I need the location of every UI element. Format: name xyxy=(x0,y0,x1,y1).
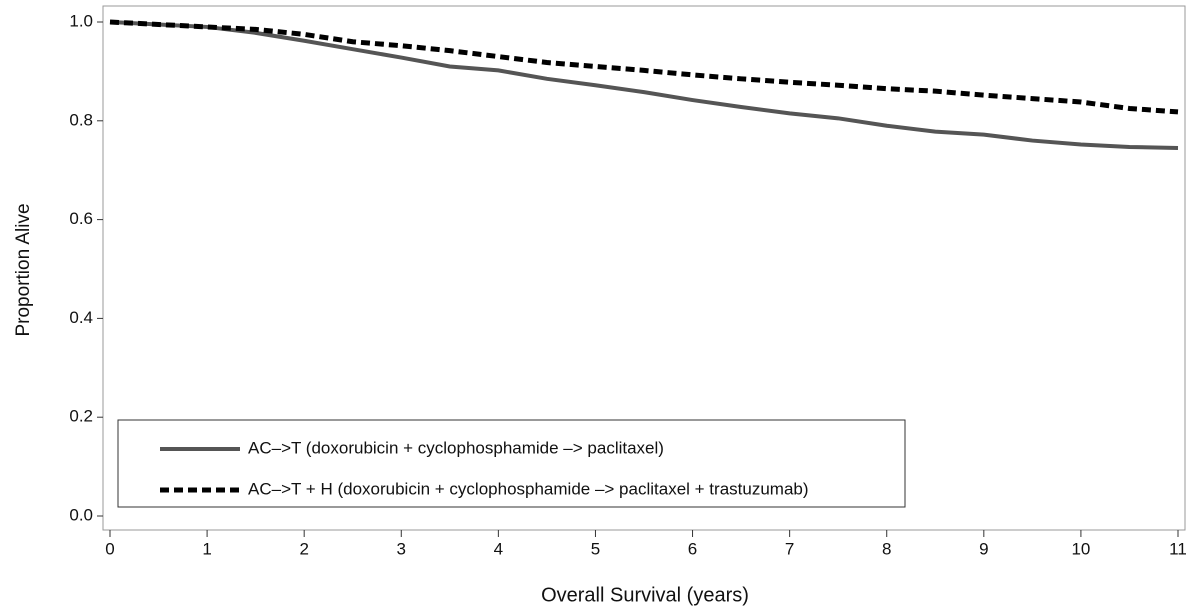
y-tick-label: 1.0 xyxy=(69,11,93,30)
x-tick-label: 6 xyxy=(688,539,697,558)
legend-label: AC–>T + H (doxorubicin + cyclophosphamid… xyxy=(248,479,809,498)
x-tick-label: 5 xyxy=(591,539,600,558)
y-tick-label: 0.8 xyxy=(69,110,93,129)
x-tick-label: 4 xyxy=(494,539,503,558)
x-tick-label: 9 xyxy=(979,539,988,558)
x-tick-label: 10 xyxy=(1071,539,1090,558)
legend-label: AC–>T (doxorubicin + cyclophosphamide –>… xyxy=(248,438,664,457)
x-axis-title: Overall Survival (years) xyxy=(541,584,749,606)
y-tick-label: 0.6 xyxy=(69,209,93,228)
x-tick-label: 7 xyxy=(785,539,794,558)
survival-curve xyxy=(109,20,1179,150)
y-tick-label: 0.4 xyxy=(69,308,93,327)
legend-box xyxy=(117,419,906,508)
survival-curve xyxy=(109,19,1179,115)
y-tick-label: 0.2 xyxy=(69,407,93,426)
x-tick-label: 8 xyxy=(882,539,891,558)
x-tick-label: 1 xyxy=(202,539,211,558)
x-tick-label: 3 xyxy=(397,539,406,558)
x-tick-label: 0 xyxy=(105,539,114,558)
x-tick-label: 11 xyxy=(1169,539,1187,558)
plot-frame xyxy=(102,5,1186,531)
x-tick-label: 2 xyxy=(299,539,308,558)
y-axis-title: Proportion Alive xyxy=(13,203,34,336)
y-tick-label: 0.0 xyxy=(69,505,93,524)
